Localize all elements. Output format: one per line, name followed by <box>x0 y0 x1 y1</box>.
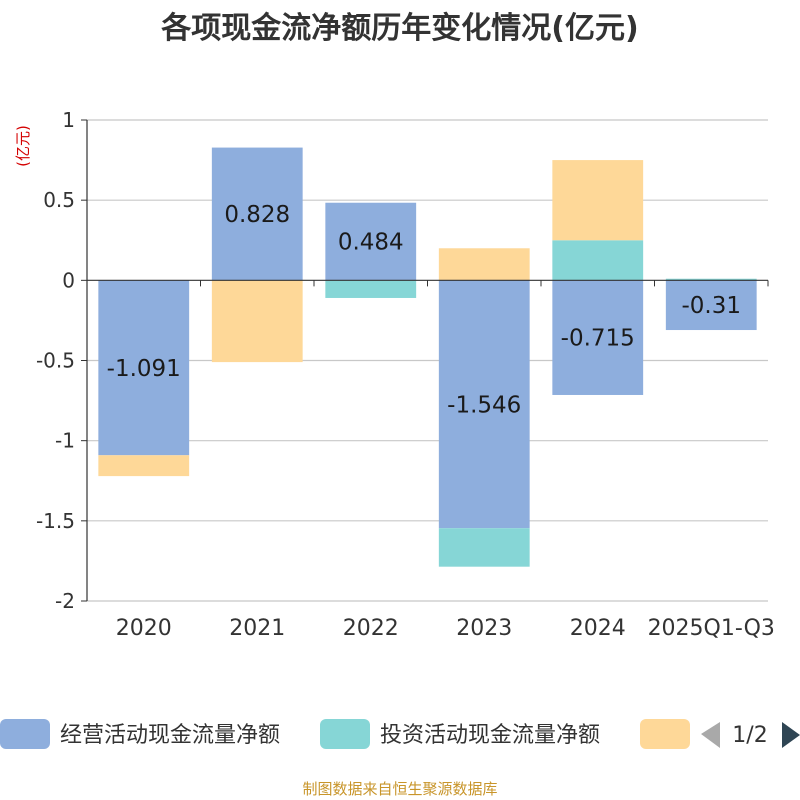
bar-series3[interactable] <box>438 248 530 281</box>
legend-item[interactable]: 经营活动现金流量净额 <box>0 719 280 749</box>
bar-series2[interactable] <box>552 240 644 281</box>
legend-page-indicator: 1/2 <box>732 723 767 748</box>
legend-label: 投资活动现金流量净额 <box>380 723 600 748</box>
bar-series3[interactable] <box>211 280 303 363</box>
x-tick-label: 2021 <box>229 616 285 641</box>
bar-series3[interactable] <box>552 160 644 241</box>
bars <box>98 147 757 567</box>
y-axis-unit-label: (亿元) <box>14 125 32 167</box>
legend-item[interactable] <box>640 719 690 749</box>
bar-series1[interactable] <box>98 280 190 456</box>
bar-series3[interactable] <box>98 455 190 477</box>
bar-series2[interactable] <box>665 278 757 281</box>
data-labels: -1.091 0.828 0.484 -1.546 -0.715 -0.31 <box>107 202 741 418</box>
legend-swatch <box>640 719 690 749</box>
bar-data-label: 0.828 <box>224 202 290 228</box>
legend-swatch <box>0 719 50 749</box>
x-tick-label: 2020 <box>116 616 172 641</box>
y-tick-label: -2 <box>55 589 75 613</box>
bar-data-label: 0.484 <box>338 230 404 256</box>
legend-swatch <box>320 719 370 749</box>
x-tick-label: 2024 <box>570 616 626 641</box>
y-tick-label: 0 <box>62 268 75 292</box>
legend-label: 经营活动现金流量净额 <box>60 723 280 748</box>
bar-data-label: -0.31 <box>681 293 741 319</box>
axes: 1 0.5 0 -0.5 -1 -1.5 -2 2020 2021 2022 2023 2024 202… <box>36 108 775 641</box>
legend-next-page-icon[interactable] <box>782 722 800 748</box>
bar-series1[interactable] <box>325 202 417 281</box>
bar-series1[interactable] <box>211 147 303 281</box>
bar-data-label: -0.715 <box>561 326 635 352</box>
x-tick-label: 2025Q1-Q3 <box>648 616 775 641</box>
bar-data-label: -1.546 <box>447 392 521 418</box>
y-tick-label: 0.5 <box>43 188 75 212</box>
bar-series1[interactable] <box>665 280 757 331</box>
legend-prev-page-icon[interactable] <box>701 722 720 748</box>
y-tick-label: -0.5 <box>36 349 75 373</box>
x-tick-label: 2022 <box>343 616 399 641</box>
bar-series2[interactable] <box>438 528 530 567</box>
bar-series2[interactable] <box>325 280 417 298</box>
source-note: 制图数据来自恒生聚源数据库 <box>302 780 497 798</box>
x-tick-label: 2023 <box>456 616 512 641</box>
y-tick-label: -1.5 <box>36 509 75 533</box>
legend: 经营活动现金流量净额 投资活动现金流量净额 1/2 <box>0 719 800 749</box>
chart-title: 各项现金流净额历年变化情况(亿元) <box>160 11 638 46</box>
y-tick-label: 1 <box>62 108 75 132</box>
grid-lines <box>87 119 768 602</box>
y-tick-label: -1 <box>55 429 75 453</box>
bar-series1[interactable] <box>438 280 530 529</box>
bar-data-label: -1.091 <box>107 356 181 382</box>
legend-item[interactable]: 投资活动现金流量净额 <box>320 719 600 749</box>
bar-series1[interactable] <box>552 280 644 395</box>
